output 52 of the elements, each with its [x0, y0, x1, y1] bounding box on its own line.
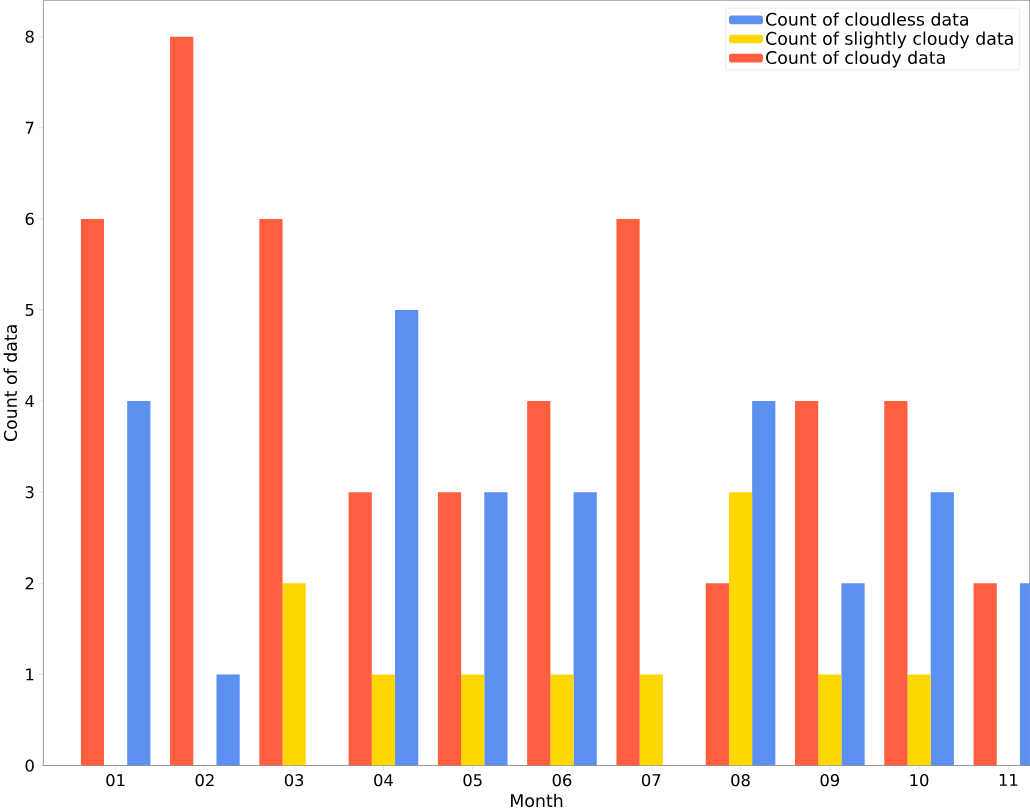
bar [973, 583, 997, 766]
x-tick-label: 09 [820, 774, 839, 787]
bar [818, 674, 842, 766]
legend-label: Count of cloudy data [766, 50, 945, 68]
bar [527, 401, 551, 766]
x-tick-label: 08 [731, 774, 750, 787]
bar [752, 401, 776, 766]
x-tick-label: 05 [463, 774, 482, 787]
legend-label: Count of cloudless data [766, 12, 968, 26]
bar [395, 310, 419, 766]
bar [616, 218, 640, 766]
y-tick-label: 3 [25, 486, 34, 499]
bar [884, 401, 908, 766]
x-tick-label: 04 [374, 774, 393, 787]
bar [794, 401, 819, 766]
bar [550, 674, 574, 766]
bar [461, 674, 485, 766]
bar [728, 492, 753, 766]
bar [437, 492, 462, 766]
legend-label: Count of slightly cloudy data [766, 31, 1013, 49]
x-tick-label: 11 [999, 774, 1018, 786]
y-tick-label: 8 [25, 30, 34, 43]
bar [573, 492, 597, 766]
y-tick-label: 7 [25, 121, 34, 134]
x-tick-label: 10 [910, 774, 929, 787]
y-tick-label: 5 [25, 304, 34, 317]
x-axis-title: Month [511, 793, 563, 808]
y-axis-title: Count of data [3, 325, 18, 442]
bar [170, 36, 194, 766]
bar [841, 583, 865, 766]
bar [348, 492, 372, 766]
bar [371, 674, 396, 766]
y-tick-label: 0 [25, 759, 34, 772]
y-tick-label: 2 [25, 577, 34, 590]
bar [80, 218, 104, 766]
x-tick-label: 01 [106, 774, 125, 787]
bar [484, 492, 508, 766]
x-tick-label: 03 [284, 774, 304, 787]
x-tick-label: 06 [552, 774, 572, 787]
bar [639, 674, 663, 766]
y-tick-label: 1 [26, 668, 34, 681]
bar [216, 674, 240, 766]
bar [705, 583, 729, 766]
bar [259, 218, 283, 766]
y-tick-label: 4 [25, 395, 34, 408]
bar [907, 674, 931, 766]
bar [127, 401, 151, 766]
bar [282, 583, 306, 766]
y-tick-label: 6 [25, 212, 34, 226]
x-tick-label: 07 [641, 774, 661, 787]
bar [930, 492, 954, 766]
x-tick-label: 02 [195, 774, 214, 787]
